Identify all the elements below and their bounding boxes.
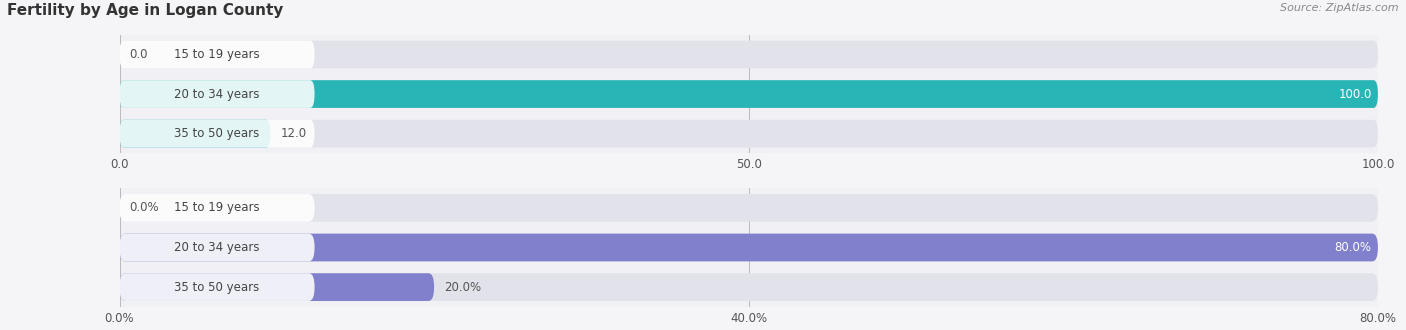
FancyBboxPatch shape (120, 273, 434, 301)
FancyBboxPatch shape (120, 41, 315, 68)
Text: Source: ZipAtlas.com: Source: ZipAtlas.com (1281, 3, 1399, 13)
Text: 0.0%: 0.0% (129, 201, 159, 214)
Text: 20.0%: 20.0% (444, 280, 481, 294)
FancyBboxPatch shape (120, 234, 315, 261)
FancyBboxPatch shape (120, 41, 1378, 68)
FancyBboxPatch shape (120, 273, 1378, 301)
FancyBboxPatch shape (120, 234, 1378, 261)
Text: 35 to 50 years: 35 to 50 years (174, 127, 260, 140)
Text: 12.0: 12.0 (281, 127, 307, 140)
FancyBboxPatch shape (120, 80, 315, 108)
Text: 20 to 34 years: 20 to 34 years (174, 87, 260, 101)
Text: 15 to 19 years: 15 to 19 years (174, 48, 260, 61)
FancyBboxPatch shape (120, 234, 1378, 261)
FancyBboxPatch shape (120, 120, 315, 148)
FancyBboxPatch shape (120, 80, 1378, 108)
FancyBboxPatch shape (120, 80, 1378, 108)
Text: 0.0: 0.0 (129, 48, 148, 61)
FancyBboxPatch shape (120, 273, 315, 301)
FancyBboxPatch shape (120, 194, 1378, 222)
FancyBboxPatch shape (120, 194, 315, 222)
Text: Fertility by Age in Logan County: Fertility by Age in Logan County (7, 3, 284, 18)
Text: 15 to 19 years: 15 to 19 years (174, 201, 260, 214)
Text: 20 to 34 years: 20 to 34 years (174, 241, 260, 254)
FancyBboxPatch shape (120, 120, 270, 148)
Text: 35 to 50 years: 35 to 50 years (174, 280, 260, 294)
Text: 80.0%: 80.0% (1334, 241, 1372, 254)
Text: 100.0: 100.0 (1339, 87, 1372, 101)
FancyBboxPatch shape (120, 120, 1378, 148)
